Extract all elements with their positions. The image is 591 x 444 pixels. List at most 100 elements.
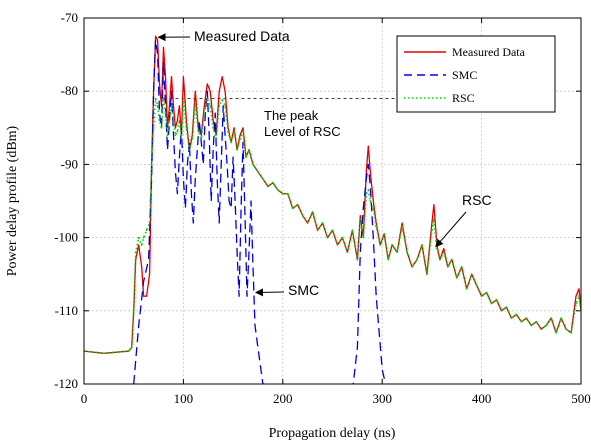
rsc-point <box>166 134 169 137</box>
rsc-point <box>383 233 386 235</box>
rsc-point <box>301 214 304 217</box>
annotation-measured-data: Measured Data <box>194 28 290 44</box>
rsc-point <box>321 222 324 224</box>
rsc-point <box>137 236 140 239</box>
rsc-point <box>435 247 438 250</box>
arrow-smc <box>254 288 285 297</box>
arrow-rsc <box>435 211 467 248</box>
rsc-point <box>239 137 241 140</box>
y-tick-label: -110 <box>55 303 78 318</box>
rsc-point <box>182 97 185 100</box>
rsc-point <box>257 170 259 173</box>
rsc-point <box>460 265 463 268</box>
rsc-point <box>406 251 408 254</box>
y-axis-label: Power delay profile (dBm) <box>5 125 20 276</box>
rsc-point <box>150 163 153 166</box>
rsc-point <box>525 317 528 320</box>
y-tick-label: -100 <box>54 230 78 245</box>
rsc-point <box>465 287 468 290</box>
rsc-point <box>154 97 157 100</box>
rsc-point <box>379 244 382 246</box>
rsc-point <box>356 258 359 261</box>
rsc-point <box>375 225 378 228</box>
rsc-point <box>438 258 441 261</box>
rsc-point <box>316 229 319 232</box>
rsc-point <box>372 207 375 210</box>
rsc-point <box>442 251 445 254</box>
rsc-point <box>164 112 167 115</box>
rsc-point <box>185 126 188 129</box>
rsc-point <box>130 346 133 349</box>
rsc-point <box>391 244 394 246</box>
rsc-point <box>266 185 269 188</box>
rsc-point <box>203 112 206 115</box>
rsc-point <box>194 101 197 104</box>
rsc-point <box>545 324 548 327</box>
y-tick-label: -70 <box>61 10 78 25</box>
rsc-point <box>170 104 173 107</box>
x-tick-label: 300 <box>372 391 392 406</box>
rsc-point <box>145 229 148 232</box>
rsc-point <box>515 313 518 316</box>
annotation-peak-line1: The peak <box>264 108 319 123</box>
rsc-point <box>296 203 299 206</box>
legend-label-smc: SMC <box>452 68 477 82</box>
annotation-arrows <box>157 33 467 297</box>
rsc-point <box>236 148 238 151</box>
rsc-point <box>331 229 334 232</box>
rsc-point <box>470 273 473 276</box>
rsc-point <box>215 137 218 140</box>
rsc-point <box>555 331 558 334</box>
rsc-point <box>212 126 215 129</box>
rsc-point <box>172 119 175 122</box>
rsc-point <box>362 236 365 239</box>
rsc-point <box>152 126 155 129</box>
rsc-point <box>421 244 423 246</box>
rsc-point <box>276 189 279 191</box>
x-tick-label: 100 <box>174 391 194 406</box>
rsc-point <box>200 137 203 140</box>
rsc-point <box>446 265 449 268</box>
series-line-smc <box>133 39 387 384</box>
rsc-point <box>369 200 372 202</box>
annotation-rsc: RSC <box>462 192 492 208</box>
annotation-smc: SMC <box>288 282 319 298</box>
rsc-point <box>271 181 274 184</box>
rsc-point <box>176 130 179 133</box>
x-tick-label: 500 <box>571 391 591 406</box>
rsc-point <box>530 324 533 327</box>
rsc-point <box>367 189 370 191</box>
rsc-point <box>162 97 165 100</box>
rsc-point <box>485 291 488 294</box>
rsc-point <box>206 97 209 100</box>
rsc-point <box>291 207 294 210</box>
rsc-point <box>262 178 264 180</box>
rsc-point <box>160 126 163 129</box>
rsc-point <box>431 229 433 232</box>
rsc-point <box>174 134 177 137</box>
legend-box <box>396 35 556 113</box>
x-tick-label: 400 <box>472 391 492 406</box>
rsc-point <box>209 104 212 107</box>
rsc-point <box>450 258 453 261</box>
rsc-point <box>180 137 183 140</box>
annotations: Measured Data The peak Level of RSC SMC … <box>194 28 492 298</box>
rsc-point <box>326 236 329 239</box>
rsc-point <box>281 192 284 195</box>
rsc-point <box>197 130 200 133</box>
rsc-point <box>570 331 572 334</box>
plot-area <box>84 35 581 384</box>
legend-label-measured: Measured Data <box>452 45 526 59</box>
rsc-point <box>480 295 483 298</box>
rsc-point <box>102 352 105 355</box>
rsc-point <box>178 119 181 122</box>
rsc-point <box>411 265 413 268</box>
rsc-point <box>218 104 221 107</box>
rsc-point <box>168 119 171 122</box>
y-tick-label: -120 <box>54 376 78 391</box>
rsc-point <box>495 298 498 301</box>
rsc-point <box>416 258 418 261</box>
rsc-point <box>505 306 508 309</box>
rsc-point <box>227 130 230 133</box>
rsc-point <box>242 130 244 133</box>
